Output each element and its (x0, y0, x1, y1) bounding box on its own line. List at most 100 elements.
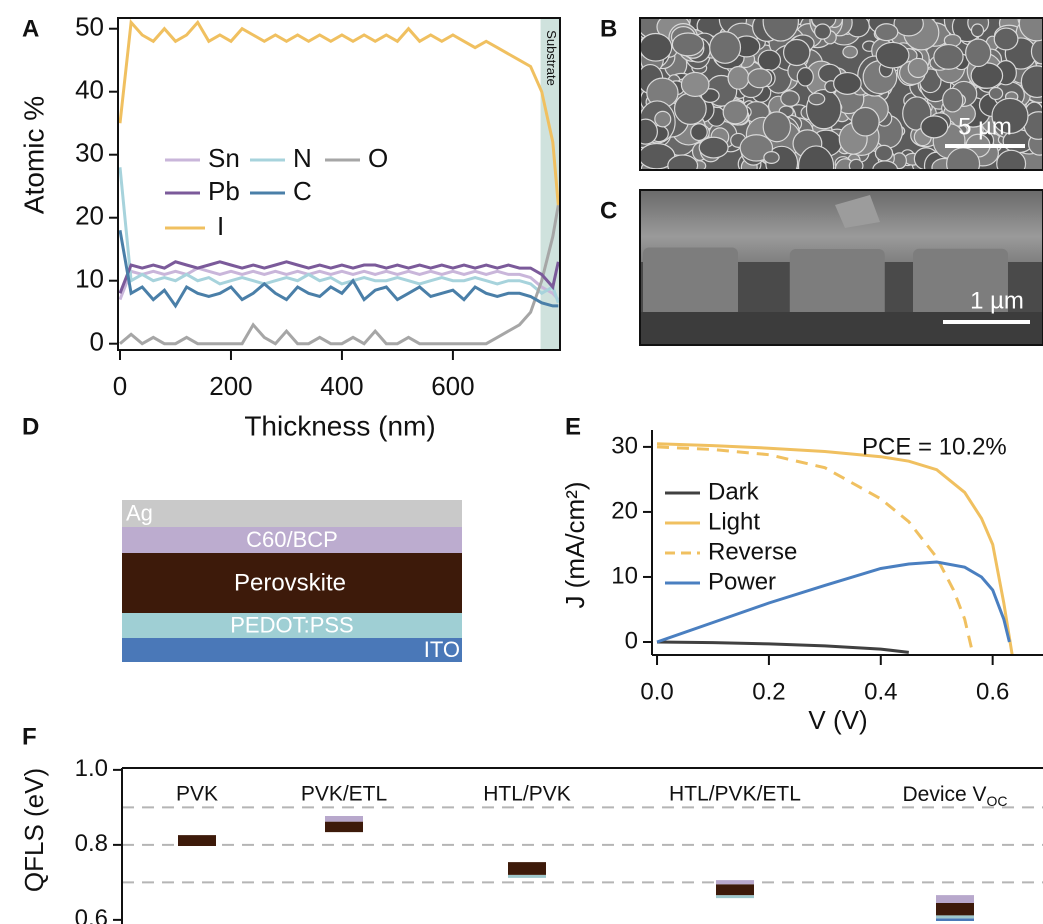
layer-label: PEDOT:PSS (230, 612, 353, 637)
panel-label: D (22, 413, 39, 440)
grain (782, 38, 811, 67)
y-tick-label: 0.8 (75, 830, 108, 857)
grain (874, 23, 899, 42)
grain (933, 43, 964, 70)
y-tick-label: 0 (625, 627, 638, 654)
grain (991, 97, 1029, 135)
legend-label: Sn (208, 143, 240, 173)
panel-label: E (565, 413, 581, 440)
x-tick-label: 200 (209, 371, 252, 401)
grain (1020, 65, 1043, 99)
range-bar (936, 895, 974, 903)
x-tick-label: 0.0 (640, 678, 673, 705)
data-line (118, 18, 560, 206)
grain (747, 68, 773, 89)
y-tick-label: 30 (75, 138, 104, 168)
y-tick-label: 30 (611, 432, 638, 459)
y-tick-label: 20 (611, 497, 638, 524)
grain (640, 118, 658, 145)
range-bar (508, 862, 546, 875)
grain (814, 23, 832, 40)
grain (920, 115, 949, 139)
category-label: PVK/ETL (301, 783, 387, 806)
grain (757, 49, 782, 72)
y-tick-label: 10 (75, 264, 104, 294)
grain (698, 136, 729, 159)
legend-label: I (217, 211, 224, 241)
x-tick-label: 0.2 (752, 678, 785, 705)
layer (122, 500, 462, 527)
grain (762, 111, 792, 143)
grain-column (643, 247, 738, 318)
grain (807, 92, 826, 106)
plot-lines (656, 442, 1014, 655)
range-bar (936, 903, 974, 916)
category-label: PVK (176, 783, 218, 806)
legend-label: Dark (708, 478, 760, 505)
grain (690, 123, 708, 142)
y-axis-title: QFLS (eV) (19, 768, 49, 892)
data-line (118, 260, 560, 294)
y-tick-label: 10 (611, 562, 638, 589)
y-tick-label: 20 (75, 201, 104, 231)
grain (842, 45, 858, 59)
layer-label: ITO (424, 637, 460, 662)
category-label: HTL/PVK/ETL (669, 783, 801, 806)
x-tick-label: 600 (431, 371, 474, 401)
category-text: Device V (902, 783, 986, 806)
layer-label: Perovskite (234, 569, 346, 596)
data-line (118, 230, 559, 309)
range-bar (936, 915, 974, 919)
layer (122, 527, 462, 553)
x-tick-label: 0.4 (864, 678, 897, 705)
panel-label: B (600, 15, 617, 42)
y-axis-title: J (mA/cm²) (560, 481, 590, 608)
legend-label: N (293, 143, 312, 173)
y-axis-title: Atomic % (18, 96, 49, 214)
crystal (835, 195, 880, 228)
grain (848, 158, 864, 170)
data-line (656, 640, 909, 654)
y-tick-label: 0.6 (75, 905, 108, 924)
x-axis-title: V (V) (808, 705, 867, 735)
grain (851, 106, 880, 137)
x-axis-title: Thickness (nm) (244, 410, 435, 441)
grain (988, 86, 1004, 101)
scale-bar-label: 1 µm (970, 287, 1024, 314)
layer (122, 553, 462, 613)
range-bar (325, 821, 363, 833)
grain (833, 71, 862, 95)
category-label: Device VOC (902, 783, 1007, 809)
panel-label: C (600, 197, 617, 224)
panel-label: F (22, 723, 37, 750)
plot-lines (118, 18, 560, 346)
layer (122, 613, 462, 638)
range-bar (936, 918, 974, 921)
y-tick-label: 0 (90, 327, 104, 357)
annotation: PCE = 10.2% (862, 433, 1007, 460)
grain (762, 18, 800, 42)
x-tick-label: 400 (320, 371, 363, 401)
grain (797, 145, 835, 170)
substrate (640, 312, 1043, 345)
grain (942, 87, 964, 113)
grain (893, 18, 924, 37)
band-label: Substrate (544, 30, 559, 86)
image-frame (639, 17, 1043, 171)
category-subscript: OC (987, 793, 1008, 809)
y-tick-label: 1.0 (75, 755, 108, 782)
range-bar (508, 874, 546, 878)
grain (907, 57, 929, 79)
y-tick-label: 40 (75, 75, 104, 105)
grain (763, 151, 780, 164)
grain (680, 71, 710, 98)
legend-label: Pb (208, 176, 240, 206)
grain (671, 32, 705, 57)
grain-column (912, 248, 1008, 319)
x-tick-label: 0 (113, 371, 127, 401)
legend-label: Reverse (708, 538, 797, 565)
grain (996, 149, 1027, 170)
layer-label: C60/BCP (246, 527, 338, 552)
category-label: HTL/PVK (483, 783, 571, 806)
grain (1018, 18, 1043, 42)
